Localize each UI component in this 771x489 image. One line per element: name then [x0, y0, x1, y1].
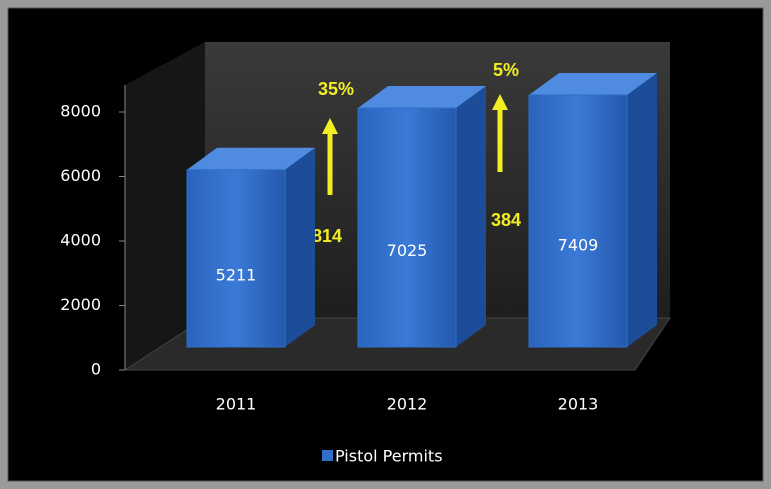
y-tick-label: 8000 [60, 102, 101, 121]
y-tick-label: 6000 [60, 166, 101, 185]
legend-swatch [322, 450, 333, 461]
x-tick-label: 2012 [387, 395, 428, 414]
bar [528, 94, 628, 348]
data-label: 7409 [558, 236, 599, 255]
legend-label: Pistol Permits [335, 447, 443, 466]
bar [186, 169, 286, 348]
bar-side [285, 147, 315, 347]
annotation: 384 [491, 210, 521, 230]
annotation: 5% [493, 60, 519, 80]
bar-side [627, 72, 657, 347]
bar-top [187, 147, 315, 170]
bar-side [456, 86, 486, 348]
data-label: 7025 [387, 241, 428, 260]
arrows [322, 94, 508, 195]
side-wall [125, 42, 205, 370]
arrow-head [322, 118, 338, 134]
y-tick-label: 0 [91, 360, 101, 379]
x-tick-label: 2011 [216, 395, 257, 414]
bar-top [529, 72, 657, 95]
y-tick-label: 2000 [60, 295, 101, 314]
bar-top [358, 86, 486, 109]
data-label: 5211 [216, 266, 257, 285]
bar [357, 107, 457, 348]
y-tick-label: 4000 [60, 231, 101, 250]
x-tick-label: 2013 [558, 395, 599, 414]
arrow-head [492, 94, 508, 110]
annotation: 35% [318, 79, 354, 99]
